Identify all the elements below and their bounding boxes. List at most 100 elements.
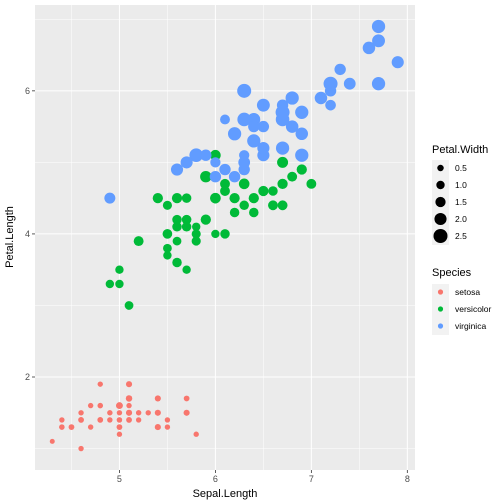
data-point-setosa: [78, 417, 84, 423]
data-point-versicolor: [220, 229, 230, 239]
data-point-setosa: [97, 417, 104, 423]
data-point-virginica: [275, 105, 290, 120]
data-point-versicolor: [296, 164, 307, 175]
data-point-setosa: [87, 424, 94, 430]
data-point-versicolor: [181, 222, 192, 232]
x-tick-label: 7: [309, 474, 314, 484]
data-point-setosa: [145, 410, 151, 416]
data-point-setosa: [97, 381, 103, 387]
data-point-setosa: [126, 410, 132, 416]
color-legend: Species setosa versicolor virginica: [432, 267, 492, 335]
data-point-setosa: [107, 410, 113, 416]
data-point-setosa: [183, 409, 190, 416]
data-point-versicolor: [191, 236, 201, 246]
data-point-versicolor: [268, 186, 278, 196]
size-legend-swatch: [433, 229, 448, 243]
data-point-setosa: [68, 424, 75, 430]
data-point-virginica: [295, 105, 309, 119]
color-legend-title: Species: [432, 267, 472, 279]
size-legend-label: 1.5: [455, 197, 467, 207]
data-point-virginica: [210, 157, 221, 168]
data-point-versicolor: [211, 229, 220, 239]
data-point-versicolor: [172, 257, 182, 268]
data-point-versicolor: [268, 200, 278, 211]
data-point-versicolor: [181, 193, 192, 203]
data-point-versicolor: [192, 222, 201, 231]
data-point-virginica: [295, 127, 309, 141]
data-point-versicolor: [248, 193, 259, 204]
grid-minor: [35, 5, 415, 470]
color-legend-swatch-versicolor: [437, 306, 444, 312]
data-point-versicolor: [200, 171, 212, 183]
data-point-setosa: [164, 424, 171, 430]
data-point-versicolor: [171, 193, 183, 204]
size-legend-swatch: [435, 196, 446, 208]
x-axis-title: Sepal.Length: [193, 488, 258, 500]
data-point-virginica: [257, 142, 270, 155]
data-point-versicolor: [239, 200, 249, 211]
data-point-versicolor: [210, 192, 221, 204]
x-tick-label: 6: [213, 474, 218, 484]
data-point-setosa: [154, 424, 161, 431]
data-point-versicolor: [277, 178, 288, 189]
data-point-virginica: [180, 156, 193, 169]
data-point-setosa: [136, 410, 142, 416]
data-point-versicolor: [200, 214, 211, 225]
data-point-virginica: [362, 41, 376, 55]
x-axis: 5 6 7 8: [117, 470, 410, 484]
data-point-virginica: [170, 163, 184, 176]
data-point-setosa: [87, 402, 94, 409]
data-point-virginica: [275, 141, 290, 155]
data-point-virginica: [190, 149, 203, 162]
data-point-versicolor: [172, 236, 182, 246]
data-point-versicolor: [172, 214, 182, 225]
data-point-versicolor: [277, 200, 288, 211]
data-point-versicolor: [277, 156, 289, 168]
data-points: [49, 19, 404, 452]
data-point-virginica: [248, 120, 260, 133]
data-point-setosa: [125, 395, 133, 402]
data-point-setosa: [59, 424, 65, 430]
data-point-setosa: [97, 402, 103, 409]
data-point-versicolor: [115, 265, 124, 274]
size-legend-title: Petal.Width: [432, 144, 488, 156]
data-point-versicolor: [220, 186, 230, 196]
data-point-versicolor: [229, 207, 240, 218]
data-point-versicolor: [191, 229, 201, 239]
x-tick-label: 8: [405, 474, 410, 484]
data-point-setosa: [116, 410, 123, 416]
data-point-versicolor: [220, 179, 230, 189]
data-point-setosa: [154, 409, 161, 416]
data-point-versicolor: [163, 243, 172, 253]
data-point-virginica: [295, 148, 309, 162]
data-point-setosa: [78, 445, 84, 452]
data-point-setosa: [193, 431, 199, 437]
data-point-setosa: [49, 438, 55, 444]
data-point-setosa: [59, 417, 65, 423]
color-legend-swatch-virginica: [437, 323, 444, 329]
data-point-versicolor: [306, 178, 317, 189]
data-point-virginica: [227, 127, 242, 141]
data-point-setosa: [125, 381, 133, 388]
data-point-virginica: [247, 134, 261, 148]
data-point-virginica: [334, 63, 346, 76]
data-point-versicolor: [162, 229, 173, 239]
data-point-virginica: [343, 77, 356, 90]
data-point-setosa: [126, 417, 132, 423]
y-tick-label: 2: [25, 372, 30, 382]
data-point-virginica: [391, 56, 404, 69]
y-tick-label: 4: [25, 229, 30, 239]
data-point-setosa: [164, 417, 171, 423]
data-point-versicolor: [133, 236, 144, 247]
data-point-versicolor: [152, 193, 163, 204]
color-legend-label: virginica: [455, 321, 486, 331]
color-legend-swatch-setosa: [437, 289, 444, 295]
data-point-virginica: [372, 34, 385, 47]
data-point-setosa: [155, 395, 161, 402]
data-point-versicolor: [124, 301, 134, 310]
data-point-versicolor: [258, 185, 269, 197]
data-point-virginica: [219, 163, 231, 176]
data-point-versicolor: [287, 171, 298, 182]
y-tick-label: 6: [25, 86, 30, 96]
data-point-virginica: [237, 83, 252, 98]
